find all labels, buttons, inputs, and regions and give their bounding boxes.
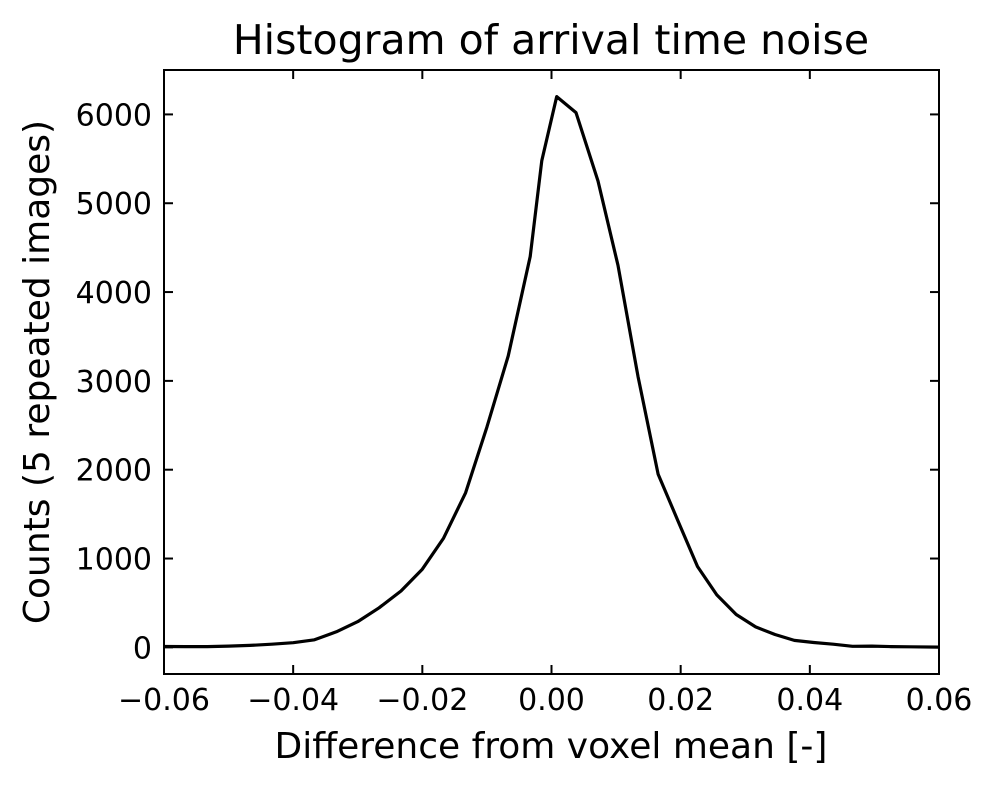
chart-title: Histogram of arrival time noise [233,16,869,64]
x-tick-label: −0.02 [376,683,468,718]
y-tick-label: 1000 [76,543,152,578]
x-tick-label: −0.04 [247,683,339,718]
x-tick-label: 0.04 [776,683,843,718]
x-tick-label: −0.06 [118,683,210,718]
y-tick-label: 4000 [76,276,152,311]
series-line [163,94,940,649]
x-tick-label: 0.00 [518,683,585,718]
plot-frame [163,69,940,675]
x-axis-label: Difference from voxel mean [-] [275,726,828,767]
axis-ticks: −0.06 −0.04 −0.02 0.00 0.02 0.04 0.06 0 1000 2000… [76,70,973,718]
data-layer [163,94,940,649]
y-axis-label: Counts (5 repeated images) [17,120,58,624]
y-tick-label: 3000 [76,365,152,400]
y-tick-label: 6000 [76,98,152,133]
y-tick-label: 5000 [76,187,152,222]
x-tick-label: 0.02 [647,683,714,718]
y-tick-label: 0 [133,631,152,666]
x-tick-label: 0.06 [906,683,973,718]
y-tick-label: 2000 [76,454,152,489]
